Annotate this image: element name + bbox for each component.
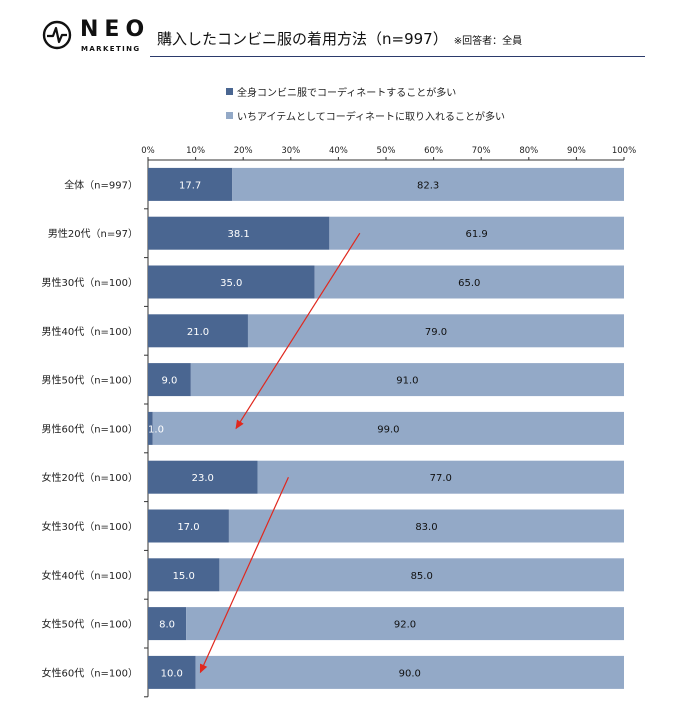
data-label: 65.0 bbox=[458, 278, 480, 289]
x-tick-label: 10% bbox=[186, 146, 205, 156]
y-category-label: 女性40代（n=100） bbox=[41, 569, 138, 582]
data-label: 83.0 bbox=[415, 522, 437, 533]
data-label: 79.0 bbox=[425, 327, 447, 338]
bar-segment-single-item bbox=[152, 411, 624, 445]
data-label: 38.1 bbox=[228, 229, 250, 240]
x-tick-label: 90% bbox=[567, 146, 586, 156]
y-category-label: 男性40代（n=100） bbox=[41, 325, 138, 338]
data-label: 10.0 bbox=[161, 668, 183, 679]
data-label: 90.0 bbox=[399, 668, 421, 679]
data-label: 35.0 bbox=[220, 278, 242, 289]
data-label: 1.0 bbox=[148, 424, 164, 435]
brand-name: NEO bbox=[80, 17, 151, 42]
bar-segment-single-item bbox=[257, 460, 624, 494]
data-label: 9.0 bbox=[161, 376, 177, 387]
x-tick-label: 0% bbox=[141, 146, 155, 156]
y-category-label: 男性20代（n=97） bbox=[48, 227, 138, 240]
bar-segment-full-outfit bbox=[148, 363, 191, 397]
data-label: 82.3 bbox=[417, 180, 439, 191]
bar-segment-full-outfit bbox=[148, 460, 258, 494]
legend-swatch-light bbox=[226, 111, 233, 119]
y-category-label: 男性60代（n=100） bbox=[41, 422, 138, 435]
data-label: 17.7 bbox=[179, 180, 201, 191]
respondent-note: ※回答者：全員 bbox=[453, 36, 523, 47]
bar-segment-full-outfit bbox=[148, 216, 330, 250]
bar-segment-full-outfit bbox=[148, 314, 248, 348]
chart-title: 購入したコンビニ服の着用方法（n=997） bbox=[157, 30, 448, 48]
header: NEO MARKETING 購入したコンビニ服の着用方法（n=997） ※回答者：… bbox=[0, 0, 673, 62]
x-tick-label: 50% bbox=[377, 146, 396, 156]
data-label: 21.0 bbox=[187, 327, 209, 338]
data-label: 23.0 bbox=[192, 473, 214, 484]
trend-arrow bbox=[199, 476, 289, 674]
y-category-label: 女性20代（n=100） bbox=[41, 471, 138, 484]
data-label: 92.0 bbox=[394, 620, 416, 631]
x-tick-label: 20% bbox=[234, 146, 253, 156]
bar-segment-single-item bbox=[232, 167, 624, 201]
data-label: 8.0 bbox=[159, 620, 175, 631]
bar-segment-full-outfit bbox=[148, 411, 153, 445]
bar-segment-single-item bbox=[228, 509, 625, 543]
data-label: 61.9 bbox=[466, 229, 488, 240]
data-label: 99.0 bbox=[377, 424, 399, 435]
brand-sub: MARKETING bbox=[81, 45, 141, 53]
bar-segment-single-item bbox=[329, 216, 624, 250]
data-label: 85.0 bbox=[411, 571, 433, 582]
bar-segment-single-item bbox=[219, 558, 624, 592]
bar-segment-full-outfit bbox=[148, 655, 196, 689]
data-label: 77.0 bbox=[430, 473, 452, 484]
x-tick-label: 40% bbox=[329, 146, 348, 156]
legend-label-single-item: いちアイテムとしてコーディネートに取り入れることが多い bbox=[237, 111, 505, 123]
legend-swatch-dark bbox=[226, 87, 233, 95]
bar-segment-single-item bbox=[195, 655, 624, 689]
neo-logo-icon bbox=[42, 20, 72, 50]
data-label: 15.0 bbox=[173, 571, 195, 582]
legend-item-full-outfit: 全身コンビニ服でコーディネートすることが多い bbox=[226, 84, 505, 99]
bar-segment-single-item bbox=[314, 265, 624, 299]
y-category-label: 全体（n=997） bbox=[64, 178, 138, 191]
data-label: 17.0 bbox=[177, 522, 199, 533]
bar-segment-single-item bbox=[247, 314, 624, 348]
title-underline bbox=[150, 56, 645, 57]
x-tick-label: 30% bbox=[281, 146, 300, 156]
bar-segment-single-item bbox=[186, 607, 624, 641]
data-label: 91.0 bbox=[396, 376, 418, 387]
bar-segment-full-outfit bbox=[148, 167, 233, 201]
legend-item-single-item: いちアイテムとしてコーディネートに取り入れることが多い bbox=[226, 108, 505, 123]
bar-segment-single-item bbox=[190, 363, 624, 397]
y-category-label: 男性30代（n=100） bbox=[41, 276, 138, 289]
bar-segment-full-outfit bbox=[148, 607, 187, 641]
x-tick-label: 80% bbox=[519, 146, 538, 156]
bar-segment-full-outfit bbox=[148, 558, 220, 592]
bar-segment-full-outfit bbox=[148, 265, 315, 299]
x-tick-label: 70% bbox=[472, 146, 491, 156]
x-tick-label: 100% bbox=[612, 146, 636, 156]
y-category-label: 女性60代（n=100） bbox=[41, 666, 138, 679]
bar-segment-full-outfit bbox=[148, 509, 229, 543]
y-category-label: 女性30代（n=100） bbox=[41, 520, 138, 533]
y-category-label: 男性50代（n=100） bbox=[41, 374, 138, 387]
x-tick-label: 60% bbox=[424, 146, 443, 156]
trend-arrow bbox=[235, 232, 361, 430]
legend: 全身コンビニ服でコーディネートすることが多い いちアイテムとしてコーディネートに… bbox=[226, 84, 505, 132]
y-category-label: 女性50代（n=100） bbox=[41, 618, 138, 631]
chart-title-line: 購入したコンビニ服の着用方法（n=997） ※回答者：全員 bbox=[157, 28, 522, 49]
legend-label-full-outfit: 全身コンビニ服でコーディネートすることが多い bbox=[237, 87, 457, 99]
